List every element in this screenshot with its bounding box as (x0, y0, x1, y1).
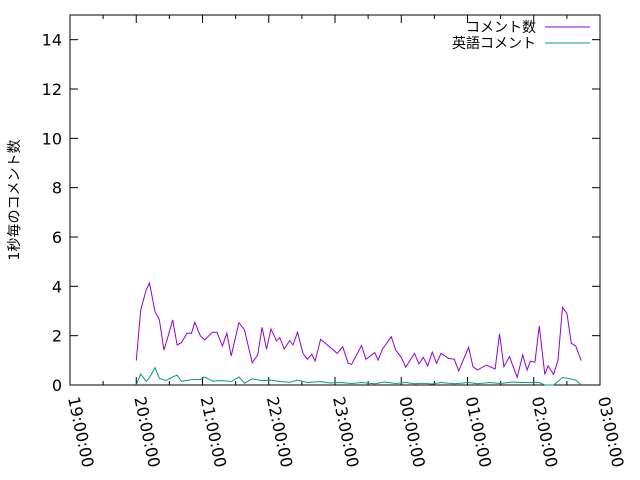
x-tick-label: 19:00:00 (64, 395, 98, 469)
y-tick-label: 6 (52, 228, 62, 247)
x-tick-label: 01:00:00 (462, 395, 496, 469)
series-group (135, 281, 582, 386)
x-tick-label: 02:00:00 (528, 395, 562, 469)
series-line-1 (135, 366, 582, 386)
y-tick-label: 14 (42, 31, 62, 50)
y-axis: 0 2 4 6 8 10 12 14 (42, 31, 600, 395)
x-tick-label: 03:00:00 (594, 395, 628, 469)
x-tick-label: 23:00:00 (329, 395, 363, 469)
legend-label: コメント数 (466, 20, 536, 36)
x-tick-label: 20:00:00 (130, 395, 164, 469)
y-tick-label: 4 (52, 277, 62, 296)
y-tick-label: 12 (42, 80, 62, 99)
y-tick-label: 10 (42, 129, 62, 148)
x-tick-label: 21:00:00 (197, 395, 231, 469)
plot-frame (69, 14, 601, 386)
y-tick-label: 8 (52, 179, 62, 198)
legend-label: 英語コメント (452, 35, 536, 52)
series-line-0 (135, 281, 582, 380)
x-tick-label: 00:00:00 (395, 395, 429, 469)
x-axis: 19:00:00 20:00:00 21:00:00 22:00:00 23:00:00… (64, 15, 628, 469)
y-tick-label: 0 (52, 376, 62, 395)
y-tick-label: 2 (52, 327, 62, 346)
x-tick-label: 22:00:00 (263, 395, 297, 469)
y-axis-label: 1秒毎のコメント数 (7, 140, 23, 261)
